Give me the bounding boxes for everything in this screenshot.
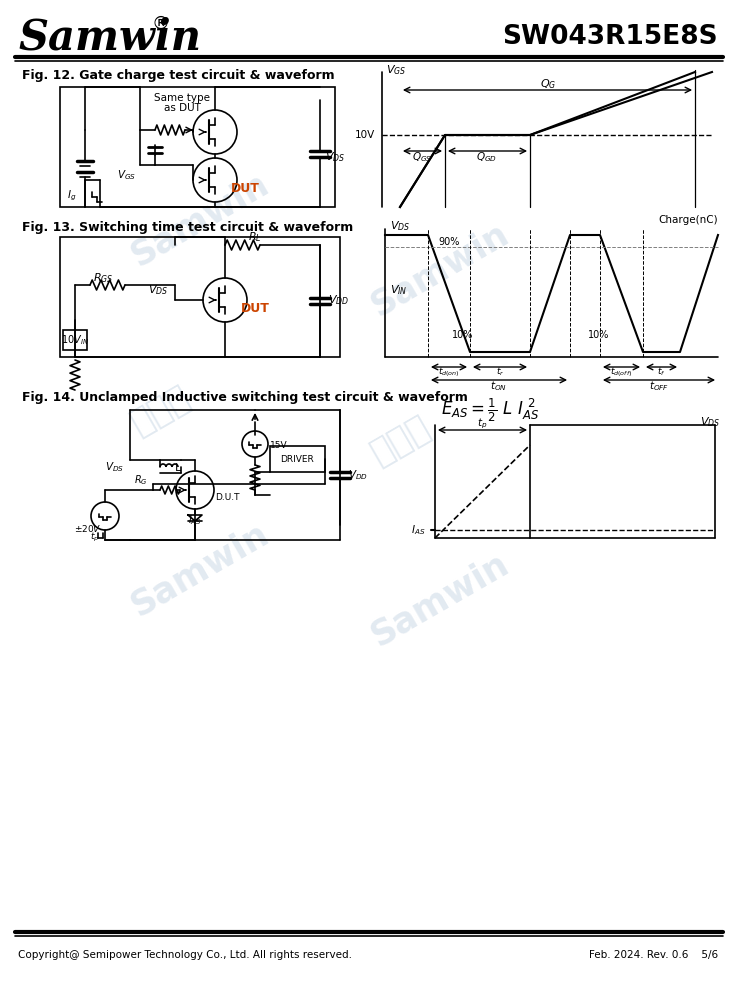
Text: $V_{DS}$: $V_{DS}$ <box>148 283 168 297</box>
Text: $10V_{IN}$: $10V_{IN}$ <box>61 333 89 347</box>
Text: $t_p$: $t_p$ <box>90 530 100 544</box>
Text: $Q_{GS}$: $Q_{GS}$ <box>412 150 432 164</box>
Text: $R_G$: $R_G$ <box>134 473 148 487</box>
Text: 10%: 10% <box>452 330 473 340</box>
Text: $E_{AS} = \frac{1}{2}\ L\ I_{AS}^{\ 2}$: $E_{AS} = \frac{1}{2}\ L\ I_{AS}^{\ 2}$ <box>441 396 539 424</box>
Text: $I_{AS}$: $I_{AS}$ <box>188 513 201 527</box>
Text: $\pm 20V$: $\pm 20V$ <box>74 522 102 534</box>
Text: $t_{d(off)}$: $t_{d(off)}$ <box>610 365 632 379</box>
Text: SW043R15E8S: SW043R15E8S <box>503 24 718 50</box>
Text: Fig. 13. Switching time test circuit & waveform: Fig. 13. Switching time test circuit & w… <box>22 222 354 234</box>
Text: DRIVER: DRIVER <box>280 454 314 464</box>
Text: $V_{IN}$: $V_{IN}$ <box>390 283 407 297</box>
Text: 10%: 10% <box>588 330 610 340</box>
Text: $R_{GS}$: $R_{GS}$ <box>93 271 113 285</box>
Text: as DUT: as DUT <box>164 103 201 113</box>
Text: Charge(nC): Charge(nC) <box>658 215 718 225</box>
Text: $I_{AS}$: $I_{AS}$ <box>410 523 425 537</box>
Text: L: L <box>175 463 181 473</box>
Text: Same type: Same type <box>154 93 210 103</box>
Text: $t_p$: $t_p$ <box>477 417 487 431</box>
Text: $t_{OFF}$: $t_{OFF}$ <box>649 379 669 393</box>
Text: $Q_G$: $Q_G$ <box>539 77 556 91</box>
Text: $Q_{GD}$: $Q_{GD}$ <box>477 150 497 164</box>
Text: $V_{DS}$: $V_{DS}$ <box>390 219 410 233</box>
Text: $t_f$: $t_f$ <box>657 366 665 378</box>
Text: $V_{GS}$: $V_{GS}$ <box>117 168 136 182</box>
Text: Copyright@ Semipower Technology Co., Ltd. All rights reserved.: Copyright@ Semipower Technology Co., Ltd… <box>18 950 352 960</box>
Text: Feb. 2024. Rev. 0.6    5/6: Feb. 2024. Rev. 0.6 5/6 <box>589 950 718 960</box>
Text: 15V: 15V <box>270 442 288 450</box>
Bar <box>63 330 87 350</box>
Text: $I_g$: $I_g$ <box>66 189 76 203</box>
Text: $V_{DD}$: $V_{DD}$ <box>328 293 349 307</box>
Text: 90%: 90% <box>438 237 459 247</box>
Text: Samwin: Samwin <box>125 517 275 623</box>
Bar <box>60 87 335 207</box>
Text: DUT: DUT <box>231 182 260 194</box>
Text: $R_L$: $R_L$ <box>248 230 262 244</box>
Text: 方维保: 方维保 <box>125 380 196 440</box>
Text: ®: ® <box>152 15 170 33</box>
Bar <box>60 237 340 357</box>
Text: Samwin: Samwin <box>365 217 515 323</box>
Text: 10V: 10V <box>355 130 375 140</box>
Text: $t_{d(on)}$: $t_{d(on)}$ <box>438 365 460 379</box>
Text: $t_{ON}$: $t_{ON}$ <box>491 379 508 393</box>
Text: 方维保: 方维保 <box>365 410 435 470</box>
Text: D.U.T: D.U.T <box>215 493 240 502</box>
Text: Samwin: Samwin <box>365 547 515 653</box>
Text: $V_{DS}$: $V_{DS}$ <box>105 460 124 474</box>
Text: Samwin: Samwin <box>18 16 201 58</box>
Text: $V_{GS}$: $V_{GS}$ <box>386 63 407 77</box>
Text: $t_r$: $t_r$ <box>496 366 504 378</box>
Text: DUT: DUT <box>241 302 270 314</box>
Text: Fig. 12. Gate charge test circuit & waveform: Fig. 12. Gate charge test circuit & wave… <box>22 70 334 83</box>
Text: $V_{DD}$: $V_{DD}$ <box>348 468 368 482</box>
Text: $V_{DS}$: $V_{DS}$ <box>700 415 720 429</box>
Text: Samwin: Samwin <box>125 167 275 273</box>
Text: $V_{DS}$: $V_{DS}$ <box>325 150 345 164</box>
Bar <box>270 446 325 472</box>
Text: Fig. 14. Unclamped Inductive switching test circuit & waveform: Fig. 14. Unclamped Inductive switching t… <box>22 391 468 404</box>
